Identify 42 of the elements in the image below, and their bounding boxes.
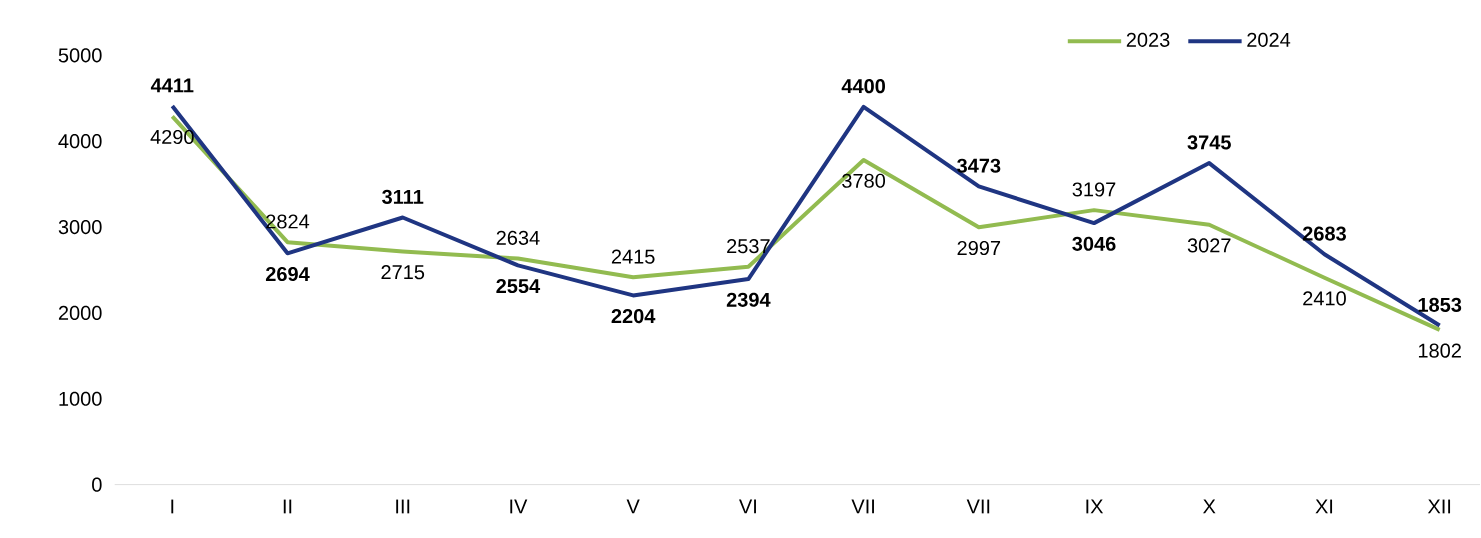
x-tick-label: VII xyxy=(851,499,874,514)
x-tick-label: V xyxy=(626,499,640,514)
data-label: 2394 xyxy=(726,292,771,307)
x-tick-label: VI xyxy=(739,499,756,514)
y-tick-label: 1000 xyxy=(59,391,102,406)
data-label: 3046 xyxy=(1072,236,1116,251)
y-tick-label: 5000 xyxy=(58,48,102,63)
x-tick-label: III xyxy=(396,499,410,514)
y-tick-label: 2000 xyxy=(58,305,102,320)
data-label: 3111 xyxy=(382,189,424,204)
legend-label: 2024 xyxy=(1247,32,1291,47)
x-tick-label: II xyxy=(283,499,292,514)
data-label: 2683 xyxy=(1302,226,1346,241)
y-tick-label: 3000 xyxy=(58,219,102,235)
y-tick-label: 0 xyxy=(92,477,102,492)
x-tick-label: IX xyxy=(1086,499,1104,514)
data-label: 2997 xyxy=(957,240,1001,256)
y-tick-label: 4000 xyxy=(58,134,102,149)
data-label: 3780 xyxy=(842,173,886,188)
legend-label: 2023 xyxy=(1126,32,1170,47)
x-tick-label: XI xyxy=(1315,499,1333,514)
data-label: 1853 xyxy=(1418,297,1462,312)
data-label: 2415 xyxy=(611,249,655,264)
data-label: 4400 xyxy=(841,79,885,94)
data-label: 2537 xyxy=(727,239,770,254)
data-label: 2634 xyxy=(496,230,540,245)
data-label: 2410 xyxy=(1303,291,1346,306)
data-label: 3745 xyxy=(1187,135,1231,150)
x-tick-label: IV xyxy=(510,499,528,514)
x-tick-label: XII xyxy=(1427,499,1451,514)
data-label: 3027 xyxy=(1187,238,1231,253)
data-label: 2204 xyxy=(611,309,656,324)
x-tick-label: I xyxy=(171,499,174,514)
x-tick-label: VII xyxy=(966,499,990,514)
x-tick-label: X xyxy=(1203,499,1216,514)
data-label: 2554 xyxy=(496,278,541,294)
data-label: 3473 xyxy=(957,158,1001,173)
data-label: 2694 xyxy=(265,266,310,282)
data-label: 3197 xyxy=(1072,182,1116,197)
data-label: 1802 xyxy=(1418,343,1461,358)
data-label: 2715 xyxy=(381,265,425,280)
data-label: 4411 xyxy=(150,78,194,93)
